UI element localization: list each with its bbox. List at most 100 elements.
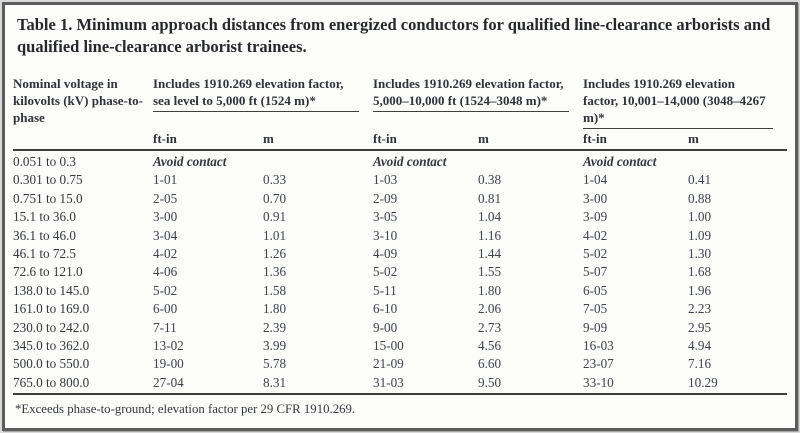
voltage-range-cell: 230.0 to 242.0 [13,319,90,335]
subheader-ftin-3: ft-in [583,131,607,146]
avoid-contact-cell: Avoid contact [153,154,227,169]
distance-cell: 3-09 [583,209,608,225]
voltage-range-cell: 15.1 to 36.0 [13,209,77,225]
distance-cell: 1-04 [583,172,608,188]
distance-cell: 2-05 [153,190,178,206]
voltage-range-cell: 0.751 to 15.0 [13,190,83,206]
distance-cell: 1.01 [263,227,287,243]
distance-cell: 0.88 [688,190,712,206]
voltage-range-cell: 0.051 to 0.3 [13,154,77,169]
distance-cell: 1-01 [153,172,178,188]
distance-cell: 1.68 [688,264,712,280]
distance-cell: 0.41 [688,172,712,188]
distance-cell: 1.58 [263,282,287,298]
table-footnote: *Exceeds phase-to-ground; elevation fact… [15,402,356,417]
distance-cell: 4-09 [373,246,398,262]
distance-cell: 16-03 [583,338,614,354]
subheader-ftin-1: ft-in [153,131,177,146]
distance-cell: 19-00 [153,356,184,372]
distance-cell: 0.91 [263,209,287,225]
distance-cell: 4.56 [478,338,502,354]
elevation-group-header-1: Includes 1910.269 elevation factor, sea … [153,75,359,112]
voltage-range-cell: 500.0 to 550.0 [13,356,90,372]
distance-cell: 7-05 [583,301,608,317]
distance-cell: 1.36 [263,264,287,280]
voltage-range-cell: 46.1 to 72.5 [13,246,77,262]
distance-cell: 1.80 [478,282,502,298]
distance-cell: 1.04 [478,209,502,225]
voltage-range-cell: 36.1 to 46.0 [13,227,77,243]
distance-cell: 4.94 [688,338,712,354]
distance-cell: 3-05 [373,209,398,225]
distance-cell: 5-11 [373,282,397,298]
distance-cell: 5-02 [373,264,398,280]
subheader-m-1: m [263,131,274,146]
distance-cell: 2.73 [478,319,502,335]
distance-cell: 4-02 [153,246,178,262]
voltage-range-cell: 765.0 to 800.0 [13,374,90,390]
avoid-contact-cell: Avoid contact [373,154,447,169]
elevation-group-header-2: Includes 1910.269 elevation factor, 5,00… [373,75,569,112]
approach-distance-table: Nominal voltage in kilovolts (kV) phase-… [13,75,787,397]
distance-cell: 6-00 [153,301,178,317]
distance-cell: 3-00 [583,190,608,206]
distance-cell: 2-09 [373,190,398,206]
distance-cell: 1.26 [263,246,287,262]
distance-cell: 0.33 [263,172,287,188]
distance-cell: 1.16 [478,227,502,243]
distance-cell: 9-00 [373,319,398,335]
distance-cell: 0.81 [478,190,502,206]
voltage-range-cell: 345.0 to 362.0 [13,338,90,354]
distance-cell: 4-06 [153,264,178,280]
distance-cell: 1.55 [478,264,502,280]
distance-cell: 1.09 [688,227,712,243]
distance-cell: 6-10 [373,301,398,317]
header-divider-rule [13,149,787,151]
distance-cell: 13-02 [153,338,184,354]
voltage-range-cell: 138.0 to 145.0 [13,282,90,298]
avoid-contact-cell: Avoid contact [583,154,657,169]
distance-cell: 5.78 [263,356,287,372]
distance-cell: 3.99 [263,338,287,354]
distance-cell: 3-10 [373,227,398,243]
distance-cell: 2.06 [478,301,502,317]
distance-cell: 5-02 [153,282,178,298]
distance-cell: 21-09 [373,356,404,372]
distance-cell: 3-04 [153,227,178,243]
distance-cell: 5-02 [583,246,608,262]
elevation-group-header-3: Includes 1910.269 elevation factor, 10,0… [583,75,773,129]
distance-cell: 6.60 [478,356,502,372]
distance-cell: 0.38 [478,172,502,188]
table-title: Table 1. Minimum approach distances from… [17,15,771,56]
distance-cell: 7.16 [688,356,712,372]
distance-cell: 27-04 [153,374,184,390]
distance-cell: 15-00 [373,338,404,354]
distance-cell: 1.30 [688,246,712,262]
distance-cell: 9.50 [478,374,502,390]
distance-cell: 1.80 [263,301,287,317]
distance-cell: 0.70 [263,190,287,206]
distance-cell: 9-09 [583,319,608,335]
distance-cell: 3-00 [153,209,178,225]
distance-cell: 33-10 [583,374,614,390]
distance-cell: 1.00 [688,209,712,225]
distance-cell: 6-05 [583,282,608,298]
distance-cell: 2.95 [688,319,712,335]
subheader-m-3: m [688,131,699,146]
distance-cell: 2.39 [263,319,287,335]
voltage-column-header: Nominal voltage in kilovolts (kV) phase-… [13,76,144,125]
distance-cell: 2.23 [688,301,712,317]
subheader-m-2: m [478,131,489,146]
distance-cell: 7-11 [153,319,177,335]
distance-cell: 1-03 [373,172,398,188]
distance-cell: 10.29 [688,374,718,390]
distance-cell: 1.96 [688,282,712,298]
distance-cell: 1.44 [478,246,502,262]
voltage-range-cell: 161.0 to 169.0 [13,301,90,317]
voltage-range-cell: 72.6 to 121.0 [13,264,83,280]
distance-cell: 31-03 [373,374,404,390]
distance-cell: 8.31 [263,374,287,390]
distance-cell: 23-07 [583,356,614,372]
